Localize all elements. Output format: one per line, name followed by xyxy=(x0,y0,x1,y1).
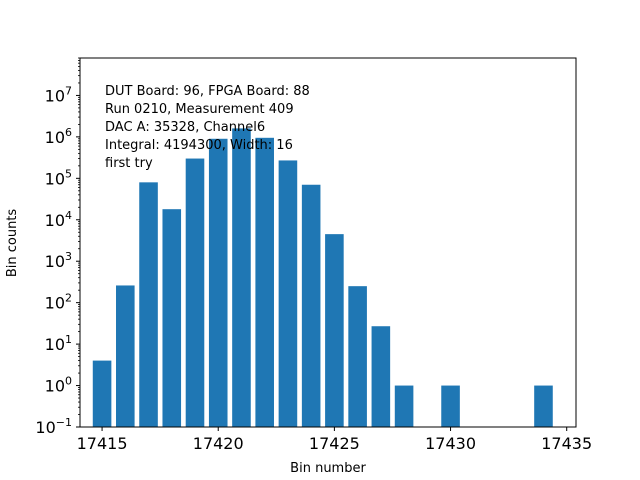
bar-17424 xyxy=(301,184,321,427)
x-tick-label: 17435 xyxy=(541,434,592,453)
bar-17422 xyxy=(255,137,274,427)
plot-frame xyxy=(79,57,577,428)
y-axis-label: Bin counts xyxy=(5,209,20,278)
bar-17434 xyxy=(534,385,553,427)
bar-17419 xyxy=(185,158,205,427)
y-tick-label: 106 xyxy=(45,126,72,147)
bar-17416 xyxy=(116,285,135,427)
bar-17418 xyxy=(162,209,182,427)
y-tick-label: 10−1 xyxy=(35,416,72,437)
x-tick-label: 17420 xyxy=(193,434,244,453)
x-axis-ticks: 17415 17420 17425 17430 17435 xyxy=(77,427,592,453)
y-tick-label: 107 xyxy=(45,84,72,105)
bar-17423 xyxy=(278,160,298,428)
bar-17425 xyxy=(325,234,344,427)
y-tick-label: 105 xyxy=(45,167,72,188)
y-tick-label: 100 xyxy=(45,375,72,396)
y-tick-label: 103 xyxy=(45,250,72,271)
bar-17430 xyxy=(441,385,460,427)
annotation-line: DUT Board: 96, FPGA Board: 88 xyxy=(105,84,310,99)
bar-17427 xyxy=(371,326,391,427)
y-axis-ticks: 10−1 100 101 102 103 104 105 106 107 xyxy=(35,57,80,437)
y-tick-label: 104 xyxy=(45,209,72,230)
y-tick-label: 102 xyxy=(45,292,72,313)
annotation-block: DUT Board: 96, FPGA Board: 88 Run 0210, M… xyxy=(105,84,310,171)
x-tick-label: 17425 xyxy=(309,434,360,453)
x-axis-label: Bin number xyxy=(290,461,366,476)
annotation-line: DAC A: 35328, Channel6 xyxy=(105,120,265,135)
x-tick-label: 17430 xyxy=(425,434,476,453)
annotation-line: Run 0210, Measurement 409 xyxy=(105,102,294,117)
y-tick-label: 101 xyxy=(45,333,72,354)
annotation-line: first try xyxy=(105,156,153,171)
bar-17420 xyxy=(208,138,228,427)
bar-17415 xyxy=(92,360,112,427)
x-tick-label: 17415 xyxy=(77,434,128,453)
bar-17428 xyxy=(394,385,414,427)
bars-group xyxy=(92,128,553,428)
bar-17417 xyxy=(139,182,158,427)
bar-17426 xyxy=(348,286,367,427)
annotation-line: Integral: 4194300, Width: 16 xyxy=(105,138,293,153)
bar-17421 xyxy=(232,128,251,427)
